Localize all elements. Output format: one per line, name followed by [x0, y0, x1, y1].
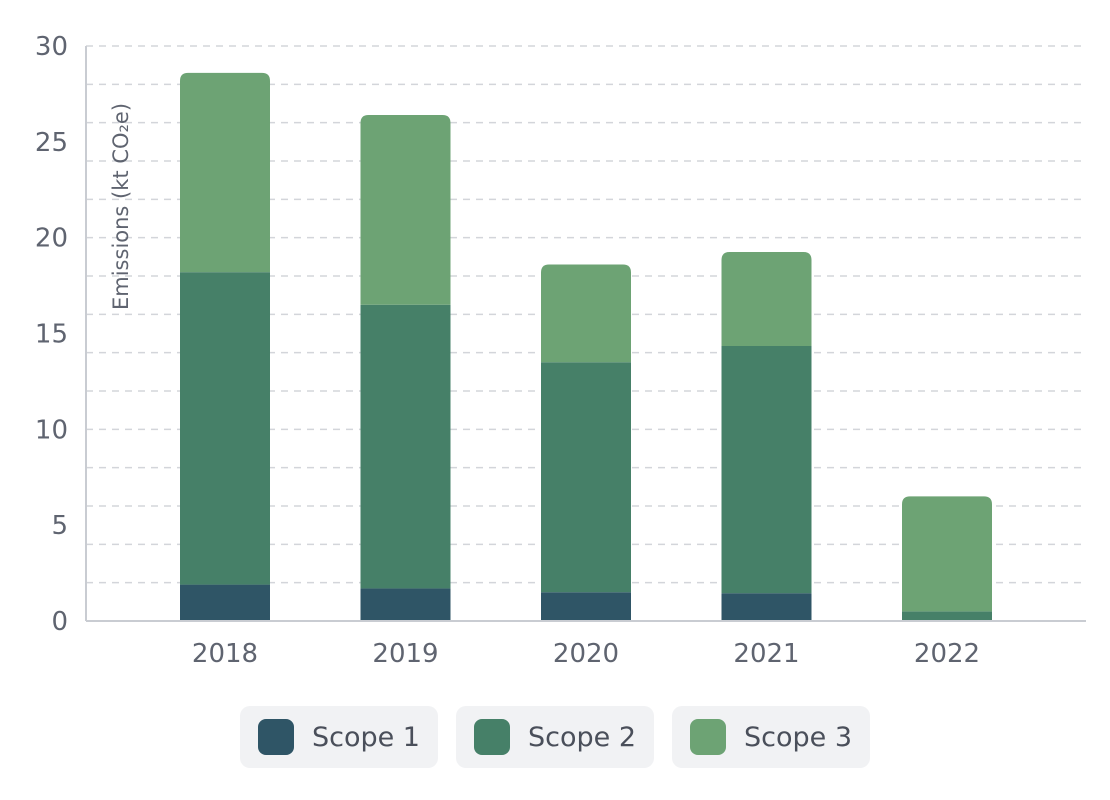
- y-tick-label: 25: [35, 128, 68, 158]
- legend-label: Scope 1: [311, 721, 420, 753]
- y-tick-label: 15: [35, 320, 68, 350]
- x-tick-label: 2021: [733, 639, 799, 669]
- y-tick-labels: 0 5 10 15 20 25 30: [35, 32, 68, 637]
- bar-segment-scope-3: [180, 72, 270, 273]
- x-tick-label: 2018: [192, 639, 258, 669]
- bar-segment-scope-3: [902, 496, 992, 612]
- bar-segment-scope-2: [180, 272, 270, 585]
- bar-segment-scope-2: [721, 345, 812, 594]
- bar-segment-scope-3: [360, 115, 451, 305]
- legend-swatch: [473, 719, 510, 755]
- y-axis-title: Emissions (kt CO₂e): [109, 103, 133, 310]
- bar-segment-scope-1: [180, 584, 270, 621]
- bars: [180, 72, 992, 621]
- legend-item-scope-3[interactable]: Scope 3: [672, 706, 871, 768]
- y-tick-label: 5: [51, 511, 68, 541]
- legend-swatch: [257, 719, 294, 755]
- legend-item-scope-2[interactable]: Scope 2: [455, 706, 654, 768]
- axes: [85, 46, 1086, 622]
- bar-segment-scope-3: [541, 264, 631, 363]
- bar-segment-scope-2: [541, 362, 631, 593]
- legend-label: Scope 2: [527, 721, 636, 753]
- legend-item-scope-1[interactable]: Scope 1: [239, 706, 438, 768]
- bar-segment-scope-2: [902, 611, 992, 621]
- legend: Scope 1 Scope 2 Scope 3: [0, 706, 1110, 768]
- x-tick-labels: 2018 2019 2020 2021 2022: [192, 639, 980, 669]
- bar-segment-scope-1: [360, 588, 451, 621]
- bar-segment-scope-3: [721, 252, 812, 346]
- chart-plot-area: 0 5 10 15 20 25 30 2018 2019 2020 2021 2022 Emissi…: [35, 32, 1086, 669]
- bar-segment-scope-1: [541, 592, 631, 621]
- y-tick-label: 20: [35, 224, 68, 254]
- x-tick-label: 2020: [553, 639, 619, 669]
- bar-segment-scope-2: [360, 304, 451, 589]
- bar-segment-scope-1: [721, 593, 812, 621]
- y-tick-label: 30: [35, 32, 68, 62]
- y-tick-label: 0: [51, 607, 68, 637]
- legend-swatch: [690, 719, 726, 755]
- x-tick-label: 2019: [372, 639, 438, 669]
- y-tick-label: 10: [35, 415, 68, 445]
- x-tick-label: 2022: [914, 639, 980, 669]
- legend-label: Scope 3: [744, 721, 853, 753]
